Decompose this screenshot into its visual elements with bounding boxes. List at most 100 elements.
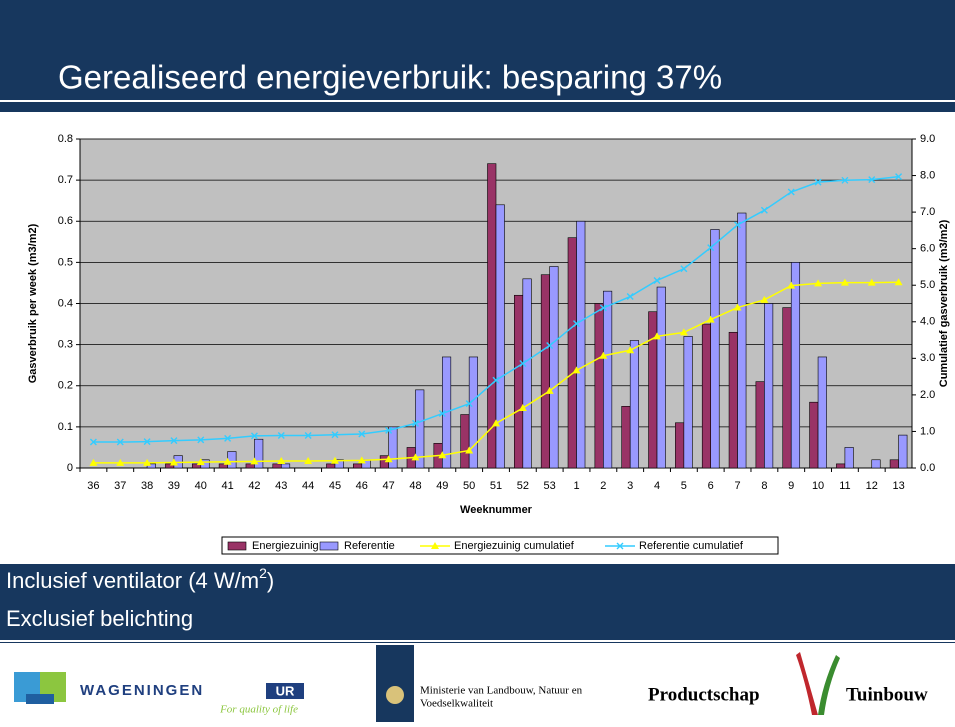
y-tick-label: 0 (67, 462, 73, 474)
bar (567, 237, 577, 469)
bar (728, 331, 738, 469)
line-marker (197, 436, 205, 444)
line-marker (116, 458, 125, 466)
line-marker (330, 456, 339, 464)
bar (809, 401, 819, 469)
line-marker (814, 279, 823, 287)
y-tick-label: 0.8 (58, 133, 73, 145)
bar (621, 406, 631, 469)
y-tick-label: 0.3 (58, 339, 73, 351)
line-marker (411, 453, 420, 461)
line-marker (465, 446, 474, 454)
y2-tick-label: 1.0 (920, 425, 935, 437)
logo-shape (26, 694, 54, 704)
bar (817, 356, 827, 469)
bar (836, 463, 846, 469)
line-marker (277, 431, 285, 439)
logo-tagline: For quality of life (219, 704, 298, 716)
line-marker (196, 458, 205, 466)
x-tick-label: 52 (517, 480, 529, 492)
line-marker (841, 176, 849, 184)
line-marker (411, 419, 419, 427)
x-tick-label: 7 (734, 480, 740, 492)
y2-tick-label: 2.0 (920, 389, 935, 401)
legend-marker (431, 542, 439, 549)
x-tick-label: 13 (892, 480, 904, 492)
x-tick-label: 49 (436, 480, 448, 492)
line-marker (840, 278, 849, 286)
bar (227, 451, 237, 469)
bar (790, 262, 801, 469)
line-marker (250, 432, 258, 440)
x-tick-label: 45 (329, 480, 341, 492)
x-tick-label: 8 (761, 480, 767, 492)
legend-swatch (227, 541, 247, 551)
line-marker (546, 342, 554, 350)
line-marker (143, 438, 151, 446)
logo-text: WAGENINGEN (80, 682, 204, 699)
y2-tick-label: 6.0 (920, 243, 935, 255)
bar (576, 220, 586, 469)
bar (701, 323, 712, 469)
bullet-text: Inclusief ventilator (4 W/m (6, 568, 259, 593)
line-marker (304, 457, 313, 465)
legend-label: Referentie cumulatief (639, 540, 744, 552)
line-marker (707, 244, 715, 252)
bar (898, 434, 908, 469)
legend-box (221, 536, 779, 555)
x-tick-label: 41 (221, 480, 233, 492)
x-tick-label: 6 (708, 480, 714, 492)
x-tick-label: 11 (839, 480, 850, 492)
line-marker (492, 376, 500, 384)
line-marker (653, 332, 662, 340)
logo-text: Productschap (648, 684, 760, 705)
line-marker (653, 276, 661, 284)
y-tick-label: 0.6 (58, 215, 73, 227)
x-axis-title: Weeknummer (460, 504, 533, 516)
y2-tick-label: 8.0 (920, 169, 935, 181)
line-marker (465, 400, 473, 408)
line-marker (384, 455, 393, 463)
line-marker (679, 328, 688, 336)
x-tick-label: 42 (248, 480, 260, 492)
bar (280, 463, 291, 469)
line-marker (89, 458, 98, 466)
line-marker (895, 173, 903, 181)
line-marker (734, 221, 742, 229)
bar (764, 303, 774, 469)
line-marker (143, 458, 152, 466)
line-marker (358, 430, 366, 438)
bar (683, 336, 693, 469)
x-tick-label: 39 (168, 480, 180, 492)
bullet-sup: 2 (259, 565, 267, 581)
x-tick-label: 46 (356, 480, 368, 492)
line-marker (573, 320, 581, 328)
line-marker (250, 457, 259, 465)
x-tick-label: 12 (866, 480, 878, 492)
bar (782, 307, 792, 469)
bar (353, 463, 363, 469)
line-marker (680, 265, 688, 273)
bullet-text: ) (267, 568, 274, 593)
line-marker (814, 178, 822, 186)
line-marker (438, 451, 447, 459)
line-marker (787, 281, 796, 289)
bar (549, 266, 559, 469)
logo-text: Tuinbouw (846, 684, 928, 705)
bar (514, 294, 524, 469)
line-marker (223, 457, 232, 465)
legend-label: Referentie (344, 540, 395, 552)
logo-shape (386, 686, 404, 704)
line-marker (760, 206, 768, 214)
x-tick-label: 50 (463, 480, 475, 492)
y2-tick-label: 9.0 (920, 133, 935, 145)
line-marker (438, 410, 446, 418)
x-tick-label: 44 (302, 480, 314, 492)
x-tick-label: 36 (87, 480, 99, 492)
line-marker (626, 293, 634, 301)
line-marker (787, 188, 795, 196)
y-tick-label: 0.7 (58, 174, 73, 186)
logo-text: Ministerie van Landbouw, Natuur en (420, 685, 583, 697)
line-marker (492, 419, 500, 427)
